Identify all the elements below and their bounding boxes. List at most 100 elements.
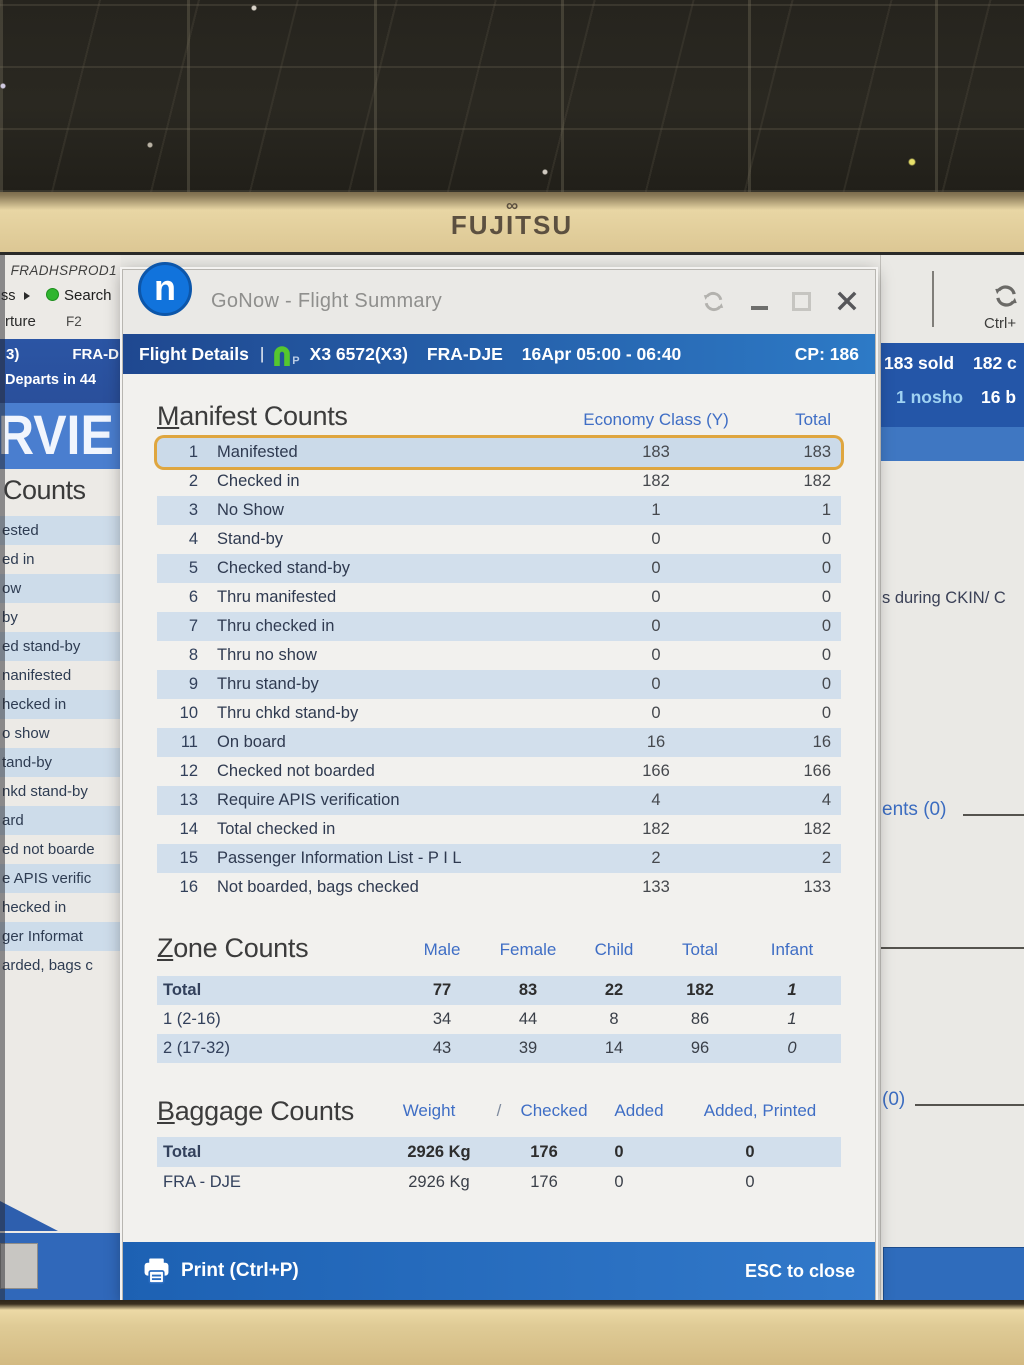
minimize-icon[interactable] [751, 306, 768, 310]
manifest-total-value: 0 [821, 704, 831, 722]
manifest-row-label: Total checked in [217, 820, 336, 838]
manifest-row[interactable]: 7 Thru checked in 0 0 [157, 612, 841, 641]
zone-counts-title: Zone Counts [157, 933, 309, 963]
manifest-row[interactable]: 13 Require APIS verification 4 4 [157, 786, 841, 815]
separator-line [881, 947, 1024, 949]
manifest-total-value: 0 [821, 530, 831, 548]
dialog-titlebar[interactable]: n GoNow - Flight Summary [123, 262, 875, 334]
left-window-row-fragment: ed in [2, 551, 35, 568]
left-window-row-fragment: hecked in [2, 899, 67, 916]
left-window-row-fragment: nanifested [2, 667, 72, 684]
manifest-total-value: 2 [821, 849, 831, 867]
toolbar-divider [932, 271, 934, 327]
background-window-left: FRADHSPROD1 ss Search rture F2 3) FRA-D … [0, 255, 121, 1300]
manifest-row[interactable]: 14 Total checked in 182 182 [157, 815, 841, 844]
manifest-row-number: 9 [188, 675, 198, 693]
print-button[interactable]: Print (Ctrl+P) [143, 1258, 299, 1284]
manifest-economy-value: 183 [642, 443, 670, 461]
manifest-row[interactable]: 5 Checked stand-by 0 0 [157, 554, 841, 583]
left-footer-button[interactable] [0, 1243, 38, 1289]
search-menu-item[interactable]: Search [46, 287, 112, 304]
refresh-icon[interactable] [700, 288, 727, 315]
monitor-screen: FRADHSPROD1 ss Search rture F2 3) FRA-D … [0, 252, 1024, 1300]
manifest-header-row: Economy Class (Y) Total [157, 410, 841, 432]
print-label: Print (Ctrl+P) [181, 1260, 299, 1281]
manifest-row[interactable]: 9 Thru stand-by 0 0 [157, 670, 841, 699]
total-column-header: Total [682, 940, 718, 959]
monitor-brand-logo: ∞ FUJITSU [450, 196, 574, 240]
manifest-total-value: 182 [803, 472, 831, 490]
male-column-header: Male [423, 940, 461, 959]
manifest-row-number: 2 [188, 472, 198, 490]
left-window-row-fragment: ger Informat [0, 922, 121, 951]
manifest-economy-value: 0 [651, 559, 661, 577]
zone-child-value: 8 [609, 1010, 619, 1028]
zone-female-value: 39 [518, 1039, 538, 1057]
manifest-row[interactable]: 8 Thru no show 0 0 [157, 641, 841, 670]
monitor-top-bezel: ∞ FUJITSU [0, 192, 1024, 252]
manifest-row[interactable]: 1 Manifested 183 183 [157, 438, 841, 467]
blue-corner-wedge [0, 1201, 58, 1231]
manifest-row[interactable]: 10 Thru chkd stand-by 0 0 [157, 699, 841, 728]
refresh-icon[interactable] [991, 281, 1021, 316]
sold-count-label: 183 sold [884, 353, 955, 373]
manifest-row-number: 4 [188, 530, 198, 548]
manifest-row[interactable]: 15 Passenger Information List - P I L 2 … [157, 844, 841, 873]
f2-shortcut-label: F2 [66, 314, 82, 329]
manifest-total-value: 0 [821, 559, 831, 577]
zero-count-fragment[interactable]: (0) [882, 1089, 906, 1110]
left-window-row-fragment: ested [0, 516, 121, 545]
boarded-count-fragment: 16 b [981, 387, 1017, 407]
baggage-row: Total 2926 Kg 176 0 0 [157, 1137, 841, 1167]
baggage-row: FRA - DJE 2926 Kg 176 0 0 [157, 1167, 841, 1197]
infant-column-header: Infant [770, 940, 814, 959]
manifest-row-label: Require APIS verification [217, 791, 400, 809]
manifest-row-number: 6 [188, 588, 198, 606]
economy-class-column-header: Economy Class (Y) [583, 410, 729, 429]
spacer [157, 1101, 369, 1123]
zone-infant-value: 1 [787, 1010, 797, 1028]
manifest-row[interactable]: 3 No Show 1 1 [157, 496, 841, 525]
dialog-body: Manifest Counts Economy Class (Y) Total … [123, 374, 875, 1197]
checked-count-fragment: 182 c [973, 353, 1017, 373]
flightbar-separator: | [259, 344, 265, 363]
added-printed-column-header: Added, Printed [703, 1101, 817, 1120]
manifest-row[interactable]: 12 Checked not boarded 166 166 [157, 757, 841, 786]
submenu-arrow-icon [24, 292, 30, 300]
weight-column-header: Weight [402, 1101, 456, 1120]
manifest-economy-value: 0 [651, 675, 661, 693]
manifest-row-number: 15 [179, 849, 198, 867]
manifest-economy-value: 166 [642, 762, 670, 780]
ctrl-shortcut-label: Ctrl+ [984, 315, 1017, 332]
tag-p-subscript: P [292, 355, 300, 367]
manifest-row-label: Checked stand-by [217, 559, 350, 577]
manifest-total-value: 183 [803, 443, 831, 461]
left-window-row-fragment: hecked in [0, 690, 121, 719]
manifest-economy-value: 0 [651, 704, 661, 722]
added-column-header: Added [614, 1101, 664, 1120]
manifest-row-label: Manifested [217, 443, 298, 461]
manifest-row[interactable]: 11 On board 16 16 [157, 728, 841, 757]
zone-row-label: Total [163, 981, 202, 999]
manifest-row-number: 16 [179, 878, 198, 896]
manifest-row[interactable]: 4 Stand-by 0 0 [157, 525, 841, 554]
left-window-row-fragment: arded, bags c [2, 957, 93, 974]
separator-line [915, 1104, 1024, 1106]
manifest-total-value: 0 [821, 675, 831, 693]
separator-line [963, 814, 1024, 816]
monitor-bottom-bezel [0, 1300, 1024, 1365]
baggage-row-label: FRA - DJE [163, 1173, 241, 1191]
zone-row-label: 1 (2-16) [163, 1010, 221, 1028]
manifest-row[interactable]: 6 Thru manifested 0 0 [157, 583, 841, 612]
cp-count: CP: 186 [794, 343, 859, 364]
zone-header-row: Male Female Child Total Infant [157, 940, 841, 962]
manifest-row[interactable]: 16 Not boarded, bags checked 133 133 [157, 873, 841, 902]
close-icon[interactable] [835, 289, 859, 313]
manifest-row[interactable]: 2 Checked in 182 182 [157, 467, 841, 496]
comments-count-fragment[interactable]: ents (0) [882, 799, 947, 820]
maximize-icon[interactable] [792, 291, 811, 311]
zone-table: Total 77 83 22 182 1 1 (2-16) 34 44 8 86… [157, 976, 841, 1063]
manifest-row-number: 14 [179, 820, 198, 838]
manifest-row-label: On board [217, 733, 286, 751]
server-name-label: FRADHSPROD1 [10, 263, 117, 278]
